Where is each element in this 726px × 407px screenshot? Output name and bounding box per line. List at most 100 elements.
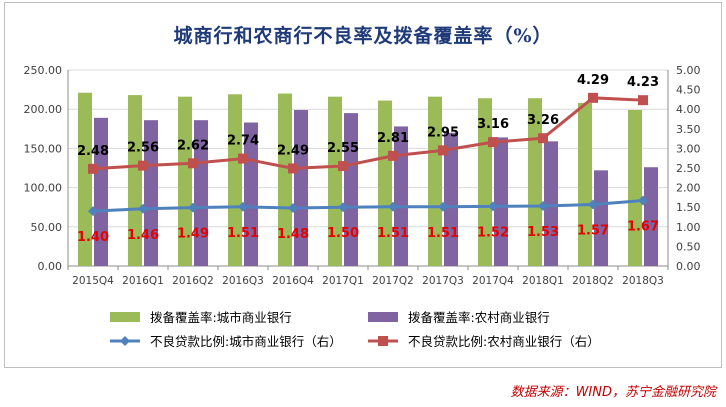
bar-rural [294,109,308,266]
x-tick-label: 2016Q1 [122,275,164,287]
x-tick-label: 2017Q3 [422,275,464,287]
data-label-rural: 3.16 [477,117,509,132]
data-label-rural: 2.62 [177,138,209,153]
x-tick-label: 2018Q1 [522,275,564,287]
chart-title: 城商行和农商行不良率及拨备覆盖率（%） [173,25,553,47]
x-tick-label: 2017Q4 [472,275,514,287]
marker-city [338,202,348,213]
marker-city [638,195,648,206]
data-label-rural: 4.23 [627,75,659,90]
marker-city [88,206,98,217]
y-right-tick-label: 5.00 [676,64,701,77]
x-tick-label: 2015Q4 [72,275,114,287]
data-label-city: 1.67 [627,220,659,235]
marker-city [288,202,298,213]
data-label-rural: 2.95 [427,125,459,140]
bar-rural [144,120,158,267]
data-label-city: 1.40 [77,230,109,245]
bar-city [128,95,142,266]
marker-rural [338,161,348,172]
legend-rural-line-marker [378,336,388,346]
legend-city-bar-label: 拨备覆盖率:城市商业银行 [150,310,292,325]
data-label-city: 1.49 [177,227,209,242]
data-label-rural: 2.81 [377,131,409,146]
bar-rural [594,170,608,266]
bar-city [228,94,242,266]
data-label-city: 1.46 [127,228,159,243]
data-label-city: 1.52 [477,225,509,240]
marker-rural [238,153,248,164]
y-left-tick-label: 250.00 [24,64,63,77]
bar-rural [344,113,358,267]
marker-city [488,201,498,212]
line-rural [92,96,644,171]
data-label-city: 1.48 [277,227,309,242]
y-right-tick-label: 3.00 [676,142,701,155]
data-label-rural: 2.55 [327,141,359,156]
marker-city [238,201,248,212]
bar-rural [394,126,408,266]
data-label-city: 1.51 [227,226,259,241]
bar-city [178,96,192,266]
y-left-tick-label: 100.00 [24,182,63,195]
x-tick-label: 2018Q2 [572,275,614,287]
marker-rural [538,133,548,144]
line-city [92,199,644,213]
y-left-tick-label: 0.00 [38,260,63,273]
bar-rural [444,132,458,266]
bar-rural [94,117,108,266]
marker-city [138,203,148,214]
bar-city [78,92,92,267]
legend-rural-bar-label: 拨备覆盖率:农村商业银行 [408,310,550,325]
x-tick-label: 2016Q4 [272,275,314,287]
marker-city [588,199,598,210]
bar-city [378,100,392,267]
x-tick-label: 2018Q3 [622,275,664,287]
marker-city [438,201,448,212]
data-label-city: 1.51 [427,226,459,241]
y-right-tick-label: 4.00 [676,103,701,116]
data-label-rural: 4.29 [577,73,609,88]
y-right-tick-label: 1.50 [676,201,701,214]
marker-city [188,202,198,213]
y-right-tick-label: 3.50 [676,123,701,136]
legend-rural-line-label: 不良贷款比例:农村商业银行（右） [408,334,600,349]
source-note: 数据来源：WIND，苏宁金融研究院 [510,385,716,400]
x-tick-label: 2016Q3 [222,275,264,287]
y-right-tick-label: 1.00 [676,221,701,234]
marker-rural [138,160,148,171]
x-tick-label: 2017Q1 [322,275,364,287]
data-label-rural: 2.49 [277,143,309,158]
bar-city [328,96,342,266]
marker-rural [488,137,498,148]
data-label-city: 1.50 [327,226,359,241]
marker-rural [438,145,448,156]
marker-city [538,201,548,212]
y-right-tick-label: 4.50 [676,84,701,97]
y-left-tick-label: 200.00 [24,103,63,116]
bar-rural [194,120,208,267]
y-right-tick-label: 0.00 [676,260,701,273]
marker-rural [88,163,98,174]
marker-rural [388,150,398,161]
bar-city [278,93,292,267]
bar-city [578,102,592,266]
data-label-rural: 2.56 [127,141,159,156]
legend-rural-bar-swatch [368,312,398,322]
y-right-tick-label: 2.50 [676,162,701,175]
bar-rural [494,137,508,266]
data-label-rural: 3.26 [527,113,559,128]
legend-city-line-label: 不良贷款比例:城市商业银行（右） [150,334,342,349]
data-label-rural: 2.74 [227,134,259,149]
y-left-tick-label: 150.00 [24,142,63,155]
legend-city-line-marker [120,336,130,346]
legend-city-bar-swatch [110,312,140,322]
marker-rural [638,95,648,106]
data-label-city: 1.57 [577,223,609,238]
x-tick-label: 2017Q2 [372,275,414,287]
y-right-tick-label: 2.00 [676,182,701,195]
y-left-tick-label: 50.00 [31,221,63,234]
bar-city [428,96,442,266]
x-tick-label: 2016Q2 [172,275,214,287]
